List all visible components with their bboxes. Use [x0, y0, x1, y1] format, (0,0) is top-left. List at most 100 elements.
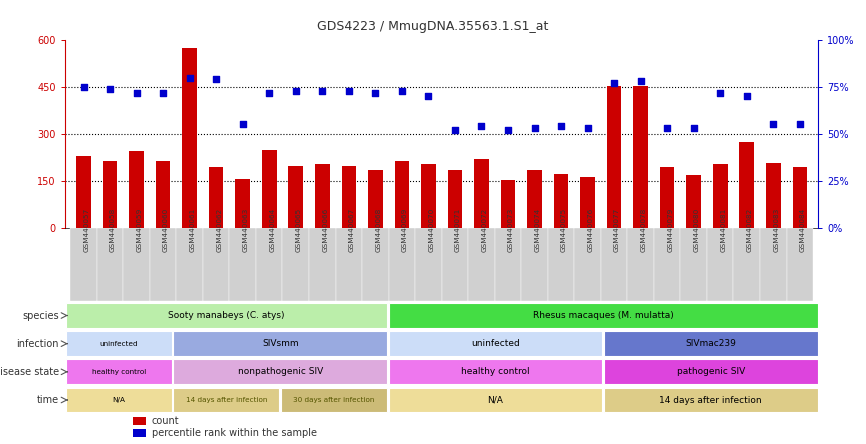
Text: GSM440061: GSM440061: [190, 208, 196, 252]
Point: [210, 76, 223, 83]
Bar: [389, 388, 602, 412]
Text: percentile rank within the sample: percentile rank within the sample: [152, 428, 317, 438]
Bar: [203, 228, 229, 301]
Point: [501, 127, 515, 134]
Text: Rhesus macaques (M. mulatta): Rhesus macaques (M. mulatta): [533, 311, 674, 320]
Point: [156, 89, 170, 96]
Bar: [103, 161, 118, 228]
Text: GSM440079: GSM440079: [667, 208, 673, 252]
Point: [342, 87, 356, 94]
Bar: [66, 388, 171, 412]
Point: [714, 89, 727, 96]
Bar: [262, 150, 276, 228]
Bar: [415, 228, 442, 301]
Text: GSM440068: GSM440068: [375, 208, 381, 252]
Text: GSM440067: GSM440067: [349, 208, 355, 252]
Bar: [527, 170, 542, 228]
Bar: [501, 180, 515, 228]
Point: [289, 87, 303, 94]
Point: [395, 87, 409, 94]
Text: N/A: N/A: [488, 396, 503, 404]
Bar: [97, 228, 123, 301]
Text: GSM440069: GSM440069: [402, 208, 408, 252]
Text: healthy control: healthy control: [462, 367, 530, 377]
Text: GDS4223 / MmugDNA.35563.1.S1_at: GDS4223 / MmugDNA.35563.1.S1_at: [317, 20, 549, 33]
Bar: [475, 159, 488, 228]
Point: [475, 123, 488, 130]
Text: disease state: disease state: [0, 367, 59, 377]
Text: GSM440071: GSM440071: [455, 208, 461, 252]
Bar: [607, 86, 622, 228]
Text: SIVsmm: SIVsmm: [262, 339, 299, 348]
Text: GSM440072: GSM440072: [481, 208, 488, 252]
Bar: [627, 228, 654, 301]
Point: [368, 89, 382, 96]
Bar: [66, 303, 387, 328]
Bar: [209, 167, 223, 228]
Bar: [601, 228, 627, 301]
Text: GSM440074: GSM440074: [534, 208, 540, 252]
Bar: [129, 151, 144, 228]
Bar: [132, 429, 146, 437]
Point: [660, 125, 674, 132]
Text: GSM440059: GSM440059: [137, 208, 143, 252]
Text: infection: infection: [16, 339, 59, 349]
Bar: [132, 417, 146, 425]
Point: [103, 85, 117, 92]
Point: [422, 93, 436, 100]
Bar: [281, 388, 387, 412]
Bar: [421, 164, 436, 228]
Point: [76, 83, 90, 91]
Bar: [70, 228, 97, 301]
Bar: [660, 167, 675, 228]
Bar: [580, 177, 595, 228]
Text: pathogenic SIV: pathogenic SIV: [676, 367, 745, 377]
Bar: [681, 228, 707, 301]
Bar: [766, 163, 780, 228]
Bar: [288, 166, 303, 228]
Text: GSM440083: GSM440083: [773, 208, 779, 252]
Text: SIVmac239: SIVmac239: [685, 339, 736, 348]
Text: GSM440073: GSM440073: [508, 208, 514, 252]
Text: GSM440078: GSM440078: [641, 208, 647, 252]
Bar: [229, 228, 256, 301]
Bar: [173, 388, 280, 412]
Bar: [236, 179, 250, 228]
Point: [262, 89, 276, 96]
Text: GSM440058: GSM440058: [110, 208, 116, 252]
Text: GSM440081: GSM440081: [721, 208, 727, 252]
Point: [766, 121, 780, 128]
Bar: [740, 142, 754, 228]
Bar: [183, 48, 197, 228]
Bar: [123, 228, 150, 301]
Point: [554, 123, 568, 130]
Text: GSM440060: GSM440060: [163, 208, 169, 252]
Bar: [173, 331, 387, 356]
Bar: [76, 156, 91, 228]
Bar: [282, 228, 309, 301]
Text: GSM440066: GSM440066: [322, 208, 328, 252]
Bar: [341, 166, 356, 228]
Bar: [368, 170, 383, 228]
Bar: [256, 228, 282, 301]
Text: GSM440084: GSM440084: [800, 208, 805, 252]
Bar: [604, 388, 818, 412]
Text: healthy control: healthy control: [92, 369, 145, 375]
Text: GSM440070: GSM440070: [429, 208, 435, 252]
Text: count: count: [152, 416, 179, 426]
Point: [607, 79, 621, 87]
Text: GSM440064: GSM440064: [269, 208, 275, 252]
Bar: [173, 360, 387, 384]
Text: GSM440062: GSM440062: [216, 208, 223, 252]
Text: time: time: [36, 395, 59, 405]
Bar: [315, 164, 330, 228]
Point: [527, 125, 541, 132]
Point: [130, 89, 144, 96]
Bar: [494, 228, 521, 301]
Bar: [448, 170, 462, 228]
Point: [183, 74, 197, 81]
Point: [315, 87, 329, 94]
Bar: [389, 228, 415, 301]
Point: [634, 78, 648, 85]
Bar: [734, 228, 760, 301]
